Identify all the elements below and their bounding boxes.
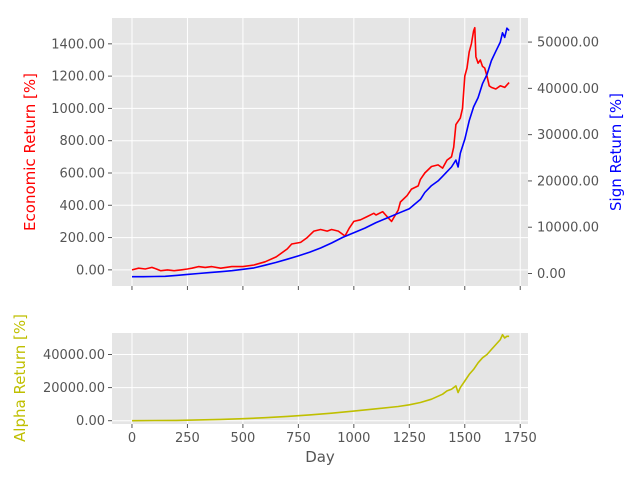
day-axis-label: Day [305, 448, 335, 466]
y-tick-label: 1000.00 [51, 102, 105, 117]
y2-tick-label: 0.00 [537, 267, 566, 282]
y-tick-label: 0.00 [76, 414, 105, 429]
y-tick-label: 400.00 [60, 199, 106, 214]
y-tick-label: 200.00 [60, 231, 106, 246]
y-tick-label: 800.00 [60, 134, 106, 149]
y-tick-label: 20000.00 [43, 381, 105, 396]
y2-tick-label: 20000.00 [537, 174, 599, 189]
bottom-panel: 0.00 20000.00 40000.00 0 250 500 750 1000 1250 15… [11, 314, 537, 466]
sign-return-line [132, 27, 510, 278]
x-tick-label: 250 [175, 431, 200, 446]
x-tick-label: 0 [128, 431, 136, 446]
alpha-return-axis-label: Alpha Return [%] [11, 314, 29, 442]
y2-tick-label: 40000.00 [537, 82, 599, 97]
alpha-return-line [131, 333, 510, 422]
bottom-axis-ticks: 0.00 20000.00 40000.00 0 250 500 750 1000 1250 15… [43, 348, 537, 446]
top-plot-area [112, 18, 528, 286]
top-gridlines [112, 18, 528, 286]
y-tick-label: 1400.00 [51, 37, 105, 52]
top-series-lines [131, 26, 510, 278]
y-tick-label: 1200.00 [51, 70, 105, 85]
x-tick-label: 500 [230, 431, 255, 446]
bottom-plot-area [112, 333, 528, 424]
x-tick-label: 1750 [504, 431, 537, 446]
x-tick-label: 750 [286, 431, 311, 446]
x-tick-label: 1000 [337, 431, 370, 446]
y2-tick-label: 50000.00 [537, 36, 599, 51]
x-tick-label: 1500 [448, 431, 481, 446]
y2-tick-label: 30000.00 [537, 128, 599, 143]
y-tick-label: 600.00 [60, 166, 106, 181]
y-tick-label: 0.00 [76, 263, 105, 278]
y-tick-label: 40000.00 [43, 348, 105, 363]
bottom-series-lines [131, 333, 510, 422]
economic-return-axis-label: Economic Return [%] [21, 73, 39, 231]
economic-return-line [131, 26, 510, 272]
top-panel: 0.00 200.00 400.00 600.00 800.00 1000.00 1200.… [21, 18, 625, 290]
sign-return-axis-label: Sign Return [%] [607, 93, 625, 211]
x-tick-label: 1250 [393, 431, 426, 446]
top-axis-ticks: 0.00 200.00 400.00 600.00 800.00 1000.00 1200.… [51, 36, 599, 290]
y2-tick-label: 10000.00 [537, 221, 599, 236]
